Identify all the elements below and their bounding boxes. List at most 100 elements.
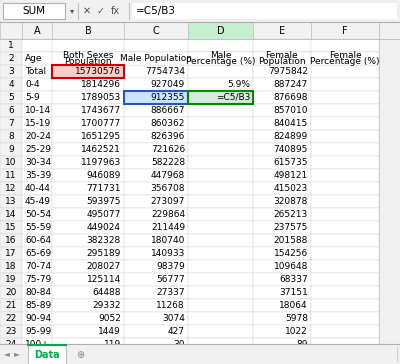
Bar [22,221,52,234]
Bar [52,117,124,130]
Text: 40-44: 40-44 [25,184,51,193]
Text: 265213: 265213 [274,210,308,219]
Bar [0,104,22,117]
Bar [0,117,22,130]
Bar [253,156,311,169]
Bar [0,52,22,65]
Bar [188,39,253,52]
Text: D: D [217,25,224,36]
Bar [124,52,188,65]
Text: 18064: 18064 [279,301,308,310]
Bar [311,325,379,338]
Bar [52,130,124,143]
Bar [311,247,379,260]
Text: 593975: 593975 [86,197,121,206]
Text: 356708: 356708 [150,184,185,193]
Bar [22,104,52,117]
Bar [311,52,379,65]
Bar [22,52,52,65]
Bar [253,39,311,52]
Text: 295189: 295189 [87,249,121,258]
Bar [22,169,52,182]
Bar [0,39,22,52]
Bar [188,117,253,130]
Bar [124,195,188,208]
Text: Male Population: Male Population [120,54,192,63]
Text: 154256: 154256 [274,249,308,258]
Bar [124,299,188,312]
Bar [311,286,379,299]
Text: 20: 20 [5,288,17,297]
Bar [253,260,311,273]
Text: 21: 21 [5,301,17,310]
Text: 18: 18 [5,262,17,271]
Bar [124,104,188,117]
Text: B: B [85,25,91,36]
Text: 55-59: 55-59 [25,223,51,232]
Bar [0,234,22,247]
Text: fx: fx [111,6,120,16]
Text: 740895: 740895 [274,145,308,154]
Bar [0,299,22,312]
Bar [253,22,311,39]
Bar [52,65,124,78]
Bar [124,91,188,104]
Text: 8: 8 [8,132,14,141]
Text: 615735: 615735 [274,158,308,167]
Text: Female: Female [329,51,361,60]
Text: 5: 5 [8,93,14,102]
Text: 7975842: 7975842 [268,67,308,76]
Text: 56777: 56777 [156,275,185,284]
Bar [188,273,253,286]
Bar [311,221,379,234]
Text: 65-69: 65-69 [25,249,51,258]
Text: 85-89: 85-89 [25,301,51,310]
Bar [22,65,52,78]
Bar [52,65,124,78]
Bar [52,78,124,91]
Bar [253,65,311,78]
Text: 10: 10 [5,158,17,167]
Bar [311,338,379,351]
Text: SUM: SUM [22,6,46,16]
Bar [0,325,22,338]
Text: 75-79: 75-79 [25,275,51,284]
Bar [124,130,188,143]
Text: =C5/B3: =C5/B3 [216,93,250,102]
Bar [124,91,188,104]
Text: 45-49: 45-49 [25,197,51,206]
Text: 19: 19 [5,275,17,284]
Bar [311,273,379,286]
Text: 7: 7 [8,119,14,128]
Bar [22,130,52,143]
Text: 3: 3 [8,67,14,76]
Text: 826396: 826396 [151,132,185,141]
Text: 13: 13 [5,197,17,206]
Bar [52,299,124,312]
Bar [188,22,253,39]
Bar [0,65,22,78]
Bar [311,130,379,143]
Bar [253,286,311,299]
Text: 498121: 498121 [274,171,308,180]
Bar [311,117,379,130]
Text: 3074: 3074 [162,314,185,323]
Bar [124,39,188,52]
Text: Population: Population [258,57,306,66]
Bar [253,299,311,312]
Bar [3,3,65,19]
Text: 449024: 449024 [87,223,121,232]
Text: 427: 427 [168,327,185,336]
Bar [311,52,379,65]
Text: 24: 24 [5,340,17,349]
Text: 22: 22 [5,314,17,323]
Bar [253,52,311,65]
Bar [22,351,52,364]
Bar [22,286,52,299]
Bar [52,221,124,234]
Bar [253,130,311,143]
Bar [124,117,188,130]
Text: 11: 11 [5,171,17,180]
Bar [311,182,379,195]
Bar [22,156,52,169]
